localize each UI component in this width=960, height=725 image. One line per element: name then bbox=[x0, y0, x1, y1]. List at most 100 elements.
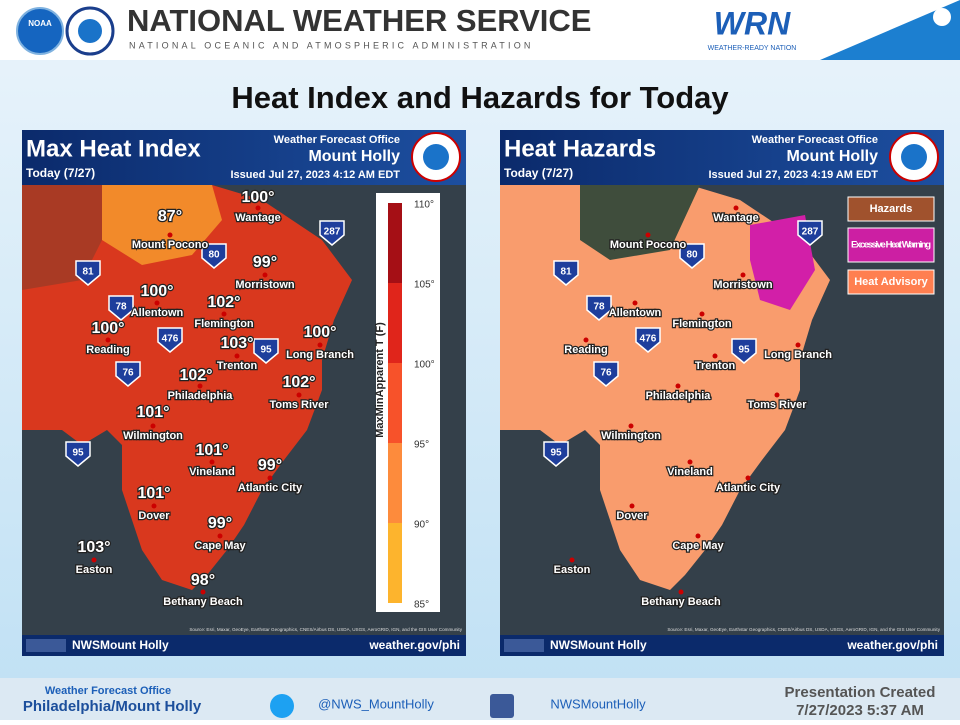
wrn-subtitle: WEATHER-READY NATION bbox=[708, 45, 797, 52]
highway-number: 95 bbox=[738, 345, 750, 356]
issued: Issued Jul 27, 2023 4:12 AM EDT bbox=[230, 169, 400, 181]
city-name: Easton bbox=[554, 564, 591, 576]
footer-office: Philadelphia/Mount Holly bbox=[23, 698, 202, 715]
heat-index-value: 103° bbox=[220, 335, 253, 352]
city-dot bbox=[699, 311, 705, 317]
city-name: Flemington bbox=[672, 318, 732, 330]
warning-area bbox=[750, 215, 815, 310]
heat-index-value: 101° bbox=[137, 485, 170, 502]
city-name: Long Branch bbox=[764, 349, 832, 361]
city-dot bbox=[745, 475, 751, 481]
nws-logo-inner bbox=[901, 144, 927, 170]
city-name: Dover bbox=[138, 510, 170, 522]
city-name: Easton bbox=[76, 564, 113, 576]
city-name: Reading bbox=[86, 344, 129, 356]
city-name: Allentown bbox=[609, 307, 662, 319]
legend-tick: 85° bbox=[414, 600, 429, 611]
city-name: Cape May bbox=[194, 540, 246, 552]
map-date: Today (7/27) bbox=[26, 166, 95, 180]
heat-index-value: 102° bbox=[282, 374, 315, 391]
heat-index-value: 100° bbox=[241, 189, 274, 206]
city-name: Morristown bbox=[713, 279, 773, 291]
map-social: NWSMount Holly bbox=[72, 638, 169, 652]
issued: Issued Jul 27, 2023 4:19 AM EDT bbox=[708, 169, 878, 181]
city-dot bbox=[632, 300, 638, 306]
city-name: Wantage bbox=[235, 212, 280, 224]
city-dot bbox=[675, 383, 681, 389]
legend-tick: 105° bbox=[414, 280, 435, 291]
legend-entry: Excessive Heat Warning bbox=[851, 240, 931, 251]
city-name: Dover bbox=[616, 510, 648, 522]
city-dot bbox=[150, 423, 156, 429]
city-dot bbox=[569, 557, 575, 563]
legend-swatch bbox=[388, 443, 402, 523]
city-name: Toms River bbox=[747, 399, 807, 411]
city-dot bbox=[687, 459, 693, 465]
city-name: Atlantic City bbox=[238, 482, 303, 494]
city-dot bbox=[628, 423, 634, 429]
twitter-icon bbox=[270, 694, 294, 718]
city-dot bbox=[740, 272, 746, 278]
map-date: Today (7/27) bbox=[504, 166, 573, 180]
highway-shield bbox=[797, 220, 823, 246]
legend-tick: 90° bbox=[414, 520, 429, 531]
highway-number: 95 bbox=[260, 345, 272, 356]
office-label: Weather Forecast Office bbox=[752, 134, 878, 146]
wrn-logo: WRN bbox=[714, 5, 791, 41]
heat-index-value: 100° bbox=[140, 283, 173, 300]
city-dot bbox=[221, 311, 227, 317]
city-dot bbox=[154, 300, 160, 306]
office-label: Weather Forecast Office bbox=[274, 134, 400, 146]
highway-number: 78 bbox=[593, 302, 605, 313]
city-dot bbox=[209, 459, 215, 465]
heat-index-value: 102° bbox=[207, 294, 240, 311]
city-dot bbox=[91, 557, 97, 563]
highway-number: 95 bbox=[550, 448, 562, 459]
slide-title: Heat Index and Hazards for Today bbox=[231, 80, 729, 115]
city-dot bbox=[262, 272, 268, 278]
highway-number: 287 bbox=[324, 227, 341, 238]
city-name: Bethany Beach bbox=[641, 596, 721, 608]
city-name: Atlantic City bbox=[716, 482, 781, 494]
footer-created: 7/27/2023 5:37 AM bbox=[796, 702, 924, 719]
city-name: Bethany Beach bbox=[163, 596, 243, 608]
highway-number: 81 bbox=[560, 267, 572, 278]
city-dot bbox=[695, 533, 701, 539]
city-dot bbox=[255, 205, 261, 211]
city-dot bbox=[712, 353, 718, 359]
highway-shield bbox=[319, 220, 345, 246]
map-source: Source: Esri, Maxar, GeoEye, Earthstar G… bbox=[667, 627, 940, 632]
city-name: Trenton bbox=[695, 360, 736, 372]
city-dot bbox=[296, 392, 302, 398]
city-name: Trenton bbox=[217, 360, 258, 372]
map-url: weather.gov/phi bbox=[846, 638, 938, 652]
city-name: Mount Pocono bbox=[132, 239, 209, 251]
highway-number: 80 bbox=[208, 250, 220, 261]
highway-number: 76 bbox=[122, 368, 134, 379]
map-url: weather.gov/phi bbox=[368, 638, 460, 652]
highway-shield bbox=[635, 327, 661, 353]
city-dot bbox=[151, 503, 157, 509]
highway-number: 287 bbox=[802, 227, 819, 238]
highway-number: 81 bbox=[82, 267, 94, 278]
city-dot bbox=[200, 589, 206, 595]
land-area bbox=[22, 185, 352, 590]
office: Mount Holly bbox=[308, 148, 400, 165]
legend-box bbox=[847, 269, 935, 295]
highway-shield bbox=[586, 295, 612, 321]
highway-shield bbox=[115, 361, 141, 387]
heat-index-value: 102° bbox=[179, 367, 212, 384]
city-dot bbox=[583, 337, 589, 343]
heat-index-value: 87° bbox=[158, 208, 182, 225]
highway-shield bbox=[108, 295, 134, 321]
doc-seal bbox=[933, 8, 951, 26]
highway-number: 95 bbox=[72, 448, 84, 459]
map-header bbox=[500, 130, 944, 185]
legend-tick: 95° bbox=[414, 440, 429, 451]
heat-index-value: 100° bbox=[91, 320, 124, 337]
noaa-text: NOAA bbox=[28, 19, 52, 28]
highway-shield bbox=[543, 441, 569, 467]
map-social: NWSMount Holly bbox=[550, 638, 647, 652]
legend-swatch bbox=[388, 283, 402, 363]
highway-number: 76 bbox=[600, 368, 612, 379]
